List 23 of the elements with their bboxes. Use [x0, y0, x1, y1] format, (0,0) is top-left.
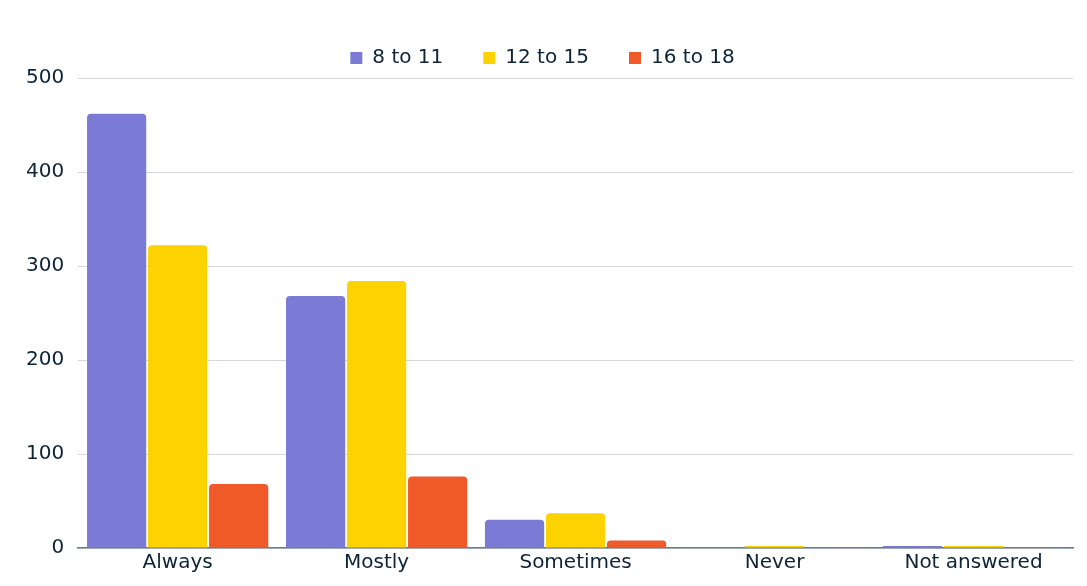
- bar: [209, 484, 269, 548]
- bar: [286, 296, 346, 548]
- legend-label: 12 to 15: [505, 44, 589, 69]
- y-tick-label: 0: [51, 534, 65, 559]
- x-tick-label: Mostly: [344, 549, 410, 574]
- bar: [545, 513, 606, 548]
- legend-label: 8 to 11: [372, 44, 444, 69]
- y-tick-label: 500: [25, 64, 65, 89]
- x-tick-label: Always: [142, 549, 213, 574]
- bar: [347, 281, 407, 548]
- legend-label: 16 to 18: [650, 44, 735, 69]
- x-tick-label: Sometimes: [519, 549, 632, 574]
- y-tick-label: 300: [25, 252, 65, 277]
- bar: [607, 540, 667, 548]
- bar: [87, 113, 147, 548]
- y-tick-label: 200: [25, 346, 65, 371]
- bar: [484, 519, 545, 548]
- y-tick-label: 400: [25, 158, 65, 183]
- bar: [408, 476, 468, 548]
- bar: [148, 245, 208, 548]
- y-tick-label: 100: [25, 440, 65, 465]
- x-tick-label: Never: [744, 549, 806, 574]
- x-tick-label: Not answered: [904, 549, 1043, 574]
